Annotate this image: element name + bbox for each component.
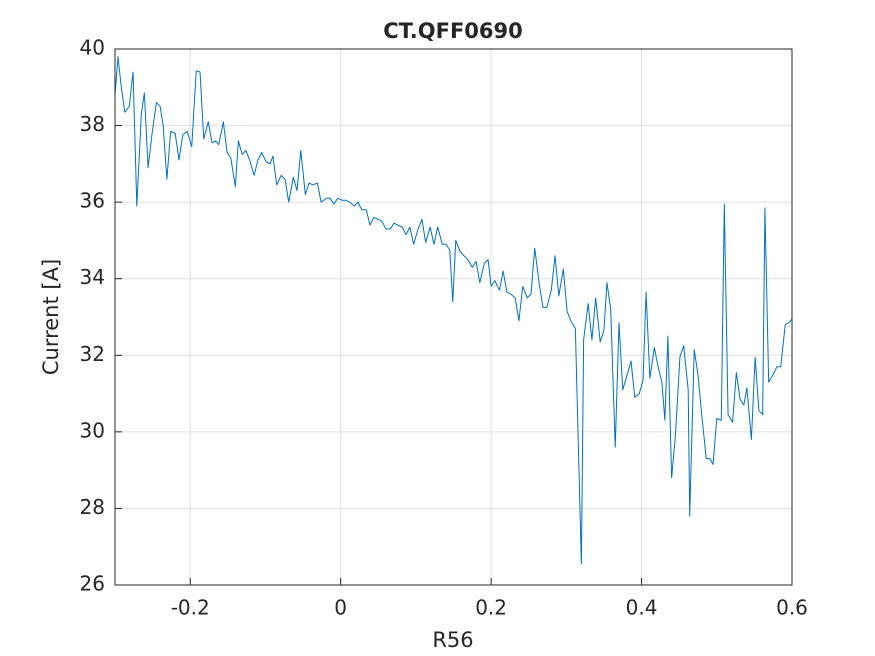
x-axis-label: R56 [432, 628, 473, 652]
x-tick-label: 0 [334, 596, 347, 620]
y-tick-label: 26 [80, 572, 105, 596]
y-tick-label: 32 [80, 342, 105, 366]
lines [114, 56, 793, 565]
x-tick-label: -0.2 [171, 596, 210, 620]
axes-box [114, 48, 793, 586]
plot-area [115, 49, 792, 585]
x-tick-label: 0.2 [475, 596, 507, 620]
y-tick-label: 28 [80, 495, 105, 519]
x-tick-label: 0.4 [626, 596, 658, 620]
y-tick-label: 30 [80, 418, 105, 442]
y-tick-label: 34 [80, 265, 105, 289]
y-tick-label: 40 [80, 36, 105, 60]
y-tick-label: 36 [80, 189, 105, 213]
data-line [114, 56, 793, 565]
y-tick-label: 38 [80, 112, 105, 136]
ticks: -0.2 0 0.2 0.4 0.6 26 28 30 32 34 36 38 40 [80, 36, 808, 620]
chart-title: CT.QFF0690 [383, 19, 523, 43]
y-axis-label: Current [A] [39, 259, 63, 375]
x-tick-label: 0.6 [776, 596, 808, 620]
